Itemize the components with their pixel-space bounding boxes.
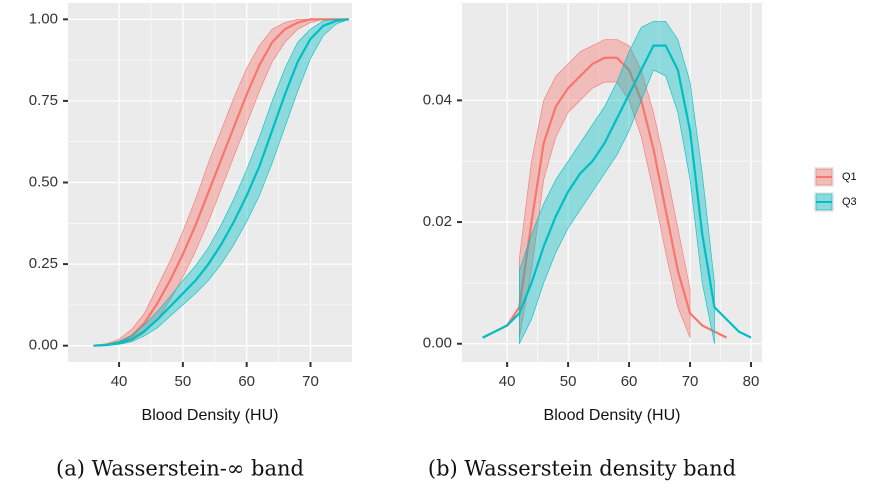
- x-tick-label: 60: [621, 373, 638, 390]
- x-tick-label: 70: [302, 373, 319, 390]
- series-line: [482, 56, 728, 339]
- x-tick-label: 40: [499, 373, 516, 390]
- x-tick-label: 40: [111, 373, 128, 390]
- panel-background: [462, 3, 762, 362]
- band: [519, 20, 715, 344]
- band: [519, 39, 691, 338]
- plot-area: [93, 18, 349, 347]
- x-tick-label: 50: [175, 373, 192, 390]
- y-tick-label: 0.50: [29, 173, 58, 190]
- legend-label: Q3: [842, 196, 857, 208]
- series-line: [93, 18, 349, 347]
- y-tick-label: 0.00: [423, 335, 452, 352]
- x-tick-label: 50: [560, 373, 577, 390]
- x-axis-title: Blood Density (HU): [142, 407, 279, 424]
- legend-label: Q1: [842, 171, 857, 183]
- y-tick-label: 1.00: [29, 10, 58, 27]
- x-tick-label: 80: [743, 373, 760, 390]
- series-line: [482, 44, 752, 339]
- x-tick-label: 70: [682, 373, 699, 390]
- plot-area: [482, 20, 752, 344]
- x-tick-label: 60: [238, 373, 255, 390]
- caption: (b) Wasserstein density band: [428, 457, 736, 481]
- y-tick-label: 0.04: [423, 91, 452, 108]
- band: [93, 19, 349, 346]
- y-tick-label: 0.00: [29, 337, 58, 354]
- y-tick-label: 0.02: [423, 213, 452, 230]
- caption: (a) Wasserstein-∞ band: [56, 457, 304, 481]
- y-tick-label: 0.25: [29, 255, 58, 272]
- y-tick-label: 0.75: [29, 92, 58, 109]
- x-axis-title: Blood Density (HU): [544, 407, 681, 424]
